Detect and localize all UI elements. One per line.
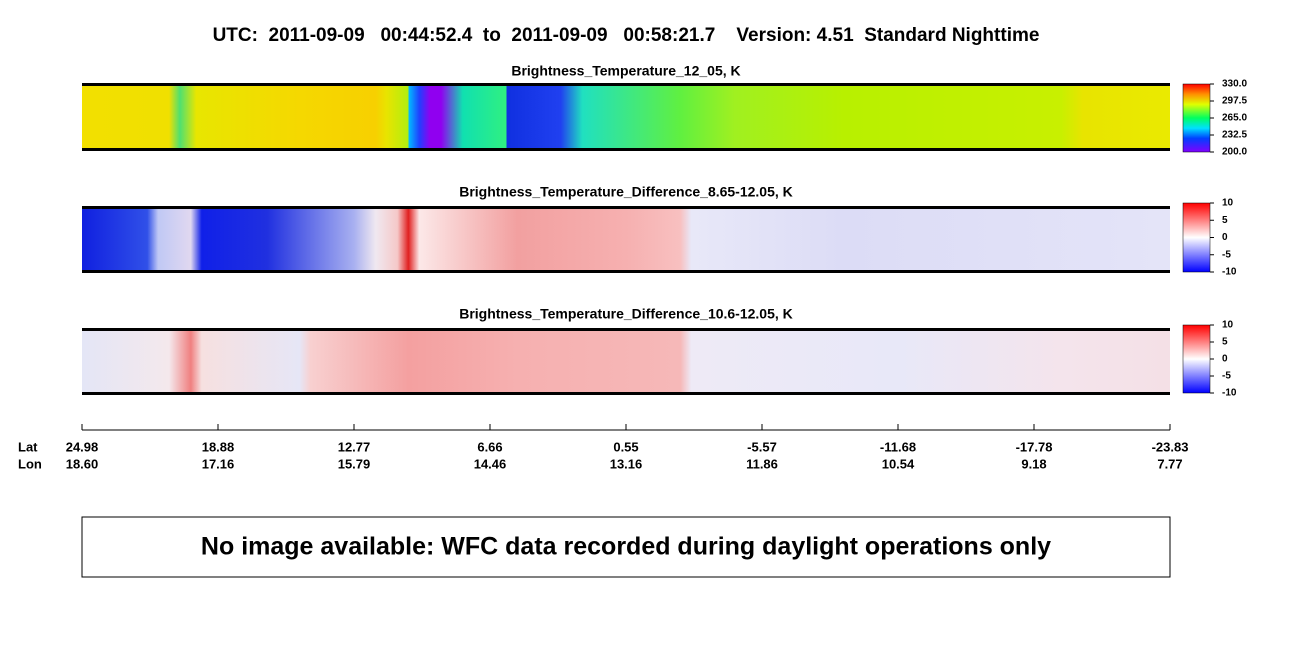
lon-tick-label: 18.60	[66, 456, 99, 471]
lat-tick-label: 0.55	[613, 439, 638, 454]
lat-tick-label: -11.68	[880, 439, 916, 454]
image-strip	[82, 208, 1170, 271]
colorbar-tick-label: 0	[1222, 232, 1228, 243]
lat-tick-label: 18.88	[202, 439, 235, 454]
lon-tick-label: 17.16	[202, 456, 235, 471]
lat-label: Lat	[18, 439, 38, 454]
lat-tick-label: -5.57	[747, 439, 777, 454]
image-strip	[82, 85, 1170, 149]
colorbar-tick-label: -10	[1222, 267, 1237, 278]
colorbar	[1182, 202, 1211, 273]
strip-edge-bottom	[82, 392, 1170, 395]
colorbar-tick-label: 297.5	[1222, 96, 1247, 107]
strip-edge-bottom	[82, 148, 1170, 151]
message: No image available: WFC data recorded du…	[201, 533, 1051, 561]
strip-edge-top	[82, 328, 1170, 331]
strip-edge-bottom	[82, 270, 1170, 273]
colorbar-tick-label: 200.0	[1222, 147, 1247, 158]
lat-tick-label: 24.98	[66, 439, 99, 454]
colorbar-tick-label: 5	[1222, 337, 1228, 348]
strip-edge-top	[82, 206, 1170, 209]
lon-tick-label: 11.86	[746, 456, 778, 471]
lon-tick-label: 10.54	[882, 456, 915, 471]
lon-label: Lon	[18, 456, 42, 471]
colorbar-tick-label: 0	[1222, 354, 1228, 365]
colorbar-tick-label: -5	[1222, 249, 1231, 260]
lon-tick-label: 13.16	[610, 456, 643, 471]
lon-tick-label: 7.77	[1157, 456, 1182, 471]
title: UTC: 2011-09-09 00:44:52.4 to 2011-09-09…	[213, 25, 1040, 46]
lat-tick-label: 6.66	[477, 439, 502, 454]
colorbar-tick-label: -10	[1222, 388, 1237, 399]
colorbar	[1182, 83, 1211, 153]
colorbar-tick-label: 10	[1222, 198, 1234, 209]
colorbar-tick-label: 330.0	[1222, 79, 1247, 90]
lon-tick-label: 15.79	[338, 456, 371, 471]
colorbar-tick-label: 5	[1222, 215, 1228, 226]
lon-tick-label: 9.18	[1021, 456, 1046, 471]
colorbar-tick-label: 265.0	[1222, 113, 1247, 124]
colorbar-tick-label: 232.5	[1222, 130, 1247, 141]
lon-tick-label: 14.46	[474, 456, 507, 471]
lat-tick-label: -17.78	[1016, 439, 1053, 454]
message-box	[81, 516, 1171, 578]
image-strip	[82, 330, 1170, 393]
panel-title: Brightness_Temperature_Difference_8.65-1…	[459, 184, 793, 200]
panel-title: Brightness_Temperature_12_05, K	[511, 63, 740, 79]
lat-tick-label: 12.77	[338, 439, 371, 454]
colorbar-tick-label: -5	[1222, 371, 1231, 382]
colorbar	[1182, 324, 1211, 394]
panel-title: Brightness_Temperature_Difference_10.6-1…	[459, 306, 793, 322]
colorbar-tick-label: 10	[1222, 320, 1234, 331]
strip-edge-top	[82, 83, 1170, 86]
lat-tick-label: -23.83	[1152, 439, 1189, 454]
